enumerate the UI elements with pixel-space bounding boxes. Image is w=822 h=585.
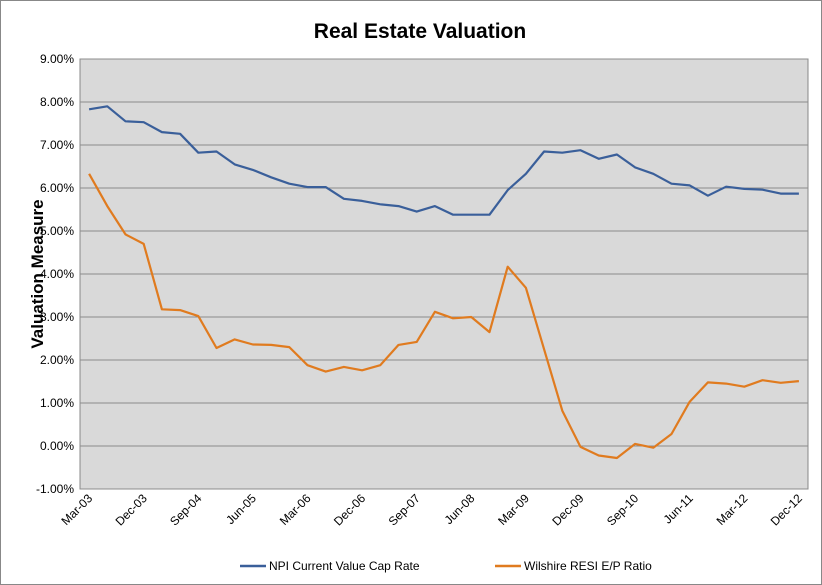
y-tick-label: 9.00% [40,52,74,66]
y-tick-label: 1.00% [40,396,74,410]
legend-label: Wilshire RESI E/P Ratio [524,559,652,573]
line-series [88,173,800,460]
y-tick-label: 4.00% [40,267,74,281]
y-tick-label: 2.00% [40,353,74,367]
y-tick-label: 0.00% [40,439,74,453]
legend-label: NPI Current Value Cap Rate [269,559,420,573]
y-tick-label: 7.00% [40,138,74,152]
y-tick-label: 5.00% [40,224,74,238]
y-tick-label: -1.00% [36,482,74,496]
y-tick-label: 6.00% [40,181,74,195]
y-tick-label: 8.00% [40,95,74,109]
y-axis-title: Valuation Measure [28,199,47,348]
y-tick-label: 3.00% [40,310,74,324]
line-series [88,105,799,216]
chart-title: Real Estate Valuation [314,20,526,43]
